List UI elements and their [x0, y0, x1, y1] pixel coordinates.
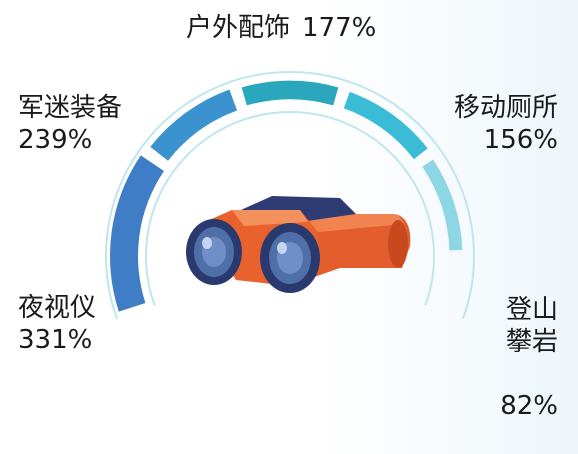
chart-stage: 夜视仪 331% 军迷装备 239% 户外配饰 177% 移动厕所 156% 登山… [18, 12, 558, 421]
binoculars-icon [186, 196, 411, 293]
segment-bar-0 [110, 155, 164, 312]
segment-bar-1 [150, 89, 238, 161]
segment-label-mobile-toilet: 移动厕所 156% [454, 92, 558, 156]
segment-value: 239% [18, 125, 93, 155]
segment-label-military-gear: 军迷装备 239% [18, 92, 122, 156]
segment-value: 177% [302, 13, 377, 43]
segment-name: 户外配饰 [186, 13, 291, 43]
segment-value: 331% [18, 325, 93, 355]
segment-bar-2 [241, 80, 339, 106]
segment-bar-4 [422, 159, 463, 251]
segment-label-climbing: 登山 攀岩 82% [500, 262, 558, 454]
inner-track [145, 111, 435, 306]
segment-label-night-vision: 夜视仪 331% [18, 292, 96, 356]
outer-track [105, 71, 475, 320]
segment-name: 登山 攀岩 [505, 295, 558, 357]
segment-label-outdoor-accessories: 户外配饰 177% [186, 12, 376, 44]
segment-name: 夜视仪 [18, 293, 97, 323]
segment-name: 军迷装备 [18, 93, 123, 123]
segment-name: 移动厕所 [453, 93, 558, 123]
segment-value: 156% [483, 125, 558, 155]
segment-value: 82% [500, 391, 558, 421]
radial-bar-chart [105, 71, 475, 320]
segment-bar-3 [343, 91, 428, 160]
